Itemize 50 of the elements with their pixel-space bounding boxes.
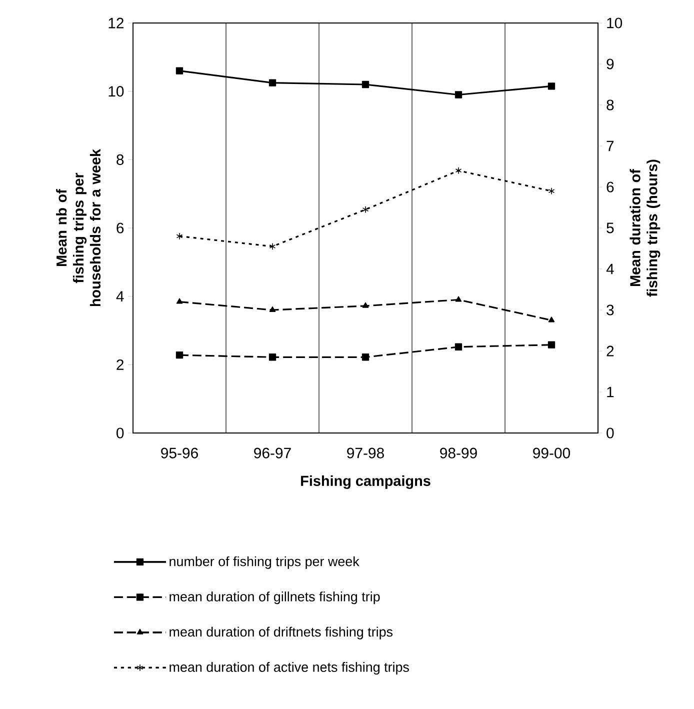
y2-tick-label: 2 <box>606 346 614 356</box>
y2-tick-label: 3 <box>606 304 614 316</box>
legend-label: number of fishing trips per week <box>170 556 360 569</box>
y2-tick-label: 0 <box>606 428 614 438</box>
y-tick-label: 12 <box>108 18 124 28</box>
point <box>268 354 276 361</box>
legend-label: mean duration of driftnets fishing trips <box>170 626 393 640</box>
y2-tick-label: 10 <box>607 18 622 28</box>
x-tick-label: 98-99 <box>440 448 477 458</box>
point <box>362 354 370 361</box>
point <box>548 82 556 90</box>
legend-label: mean duration of active nets fishing trips <box>170 662 409 675</box>
point <box>548 188 555 195</box>
x-tick-label: 95-96 <box>161 448 198 458</box>
y-axis-title: Mean nb of fishing trips per households for a week <box>56 148 101 306</box>
y2-tick-label: 9 <box>606 58 614 70</box>
y2-tick-label: 1 <box>607 386 614 398</box>
point <box>362 302 369 308</box>
x-tick-label: 99-00 <box>533 448 570 458</box>
y-tick-label: 8 <box>116 154 124 165</box>
x-tick-label: 97-98 <box>347 448 384 458</box>
point <box>176 232 183 240</box>
point <box>362 206 369 214</box>
point <box>454 91 462 98</box>
legend-label: mean duration of gillnets fishing trip <box>170 592 380 604</box>
y-tick-label: 6 <box>116 222 124 234</box>
y-tick-label: 2 <box>116 359 124 370</box>
y2-tick-label: 6 <box>606 182 614 192</box>
point <box>454 343 462 350</box>
x-axis-title: Fishing campaigns <box>301 475 430 489</box>
y-tick-label: 4 <box>116 291 124 302</box>
y2-tick-label: 5 <box>606 222 614 234</box>
y2-axis-title: Mean duration of fishing trips (hours) <box>630 160 660 297</box>
y-tick-label: 0 <box>116 428 124 438</box>
point <box>455 167 462 174</box>
point <box>548 316 555 322</box>
y-tick-label: 10 <box>108 86 124 97</box>
point <box>548 341 556 348</box>
point <box>268 79 276 86</box>
y2-tick-label: 8 <box>606 100 614 110</box>
point <box>176 298 183 304</box>
point <box>455 296 462 302</box>
y2-tick-label: 4 <box>606 264 614 274</box>
point <box>269 242 276 250</box>
point <box>176 352 184 359</box>
point <box>176 67 184 74</box>
point <box>269 306 276 312</box>
y2-tick-label: 7 <box>606 140 614 152</box>
x-tick-label: 96-97 <box>254 448 291 458</box>
point <box>362 80 370 88</box>
